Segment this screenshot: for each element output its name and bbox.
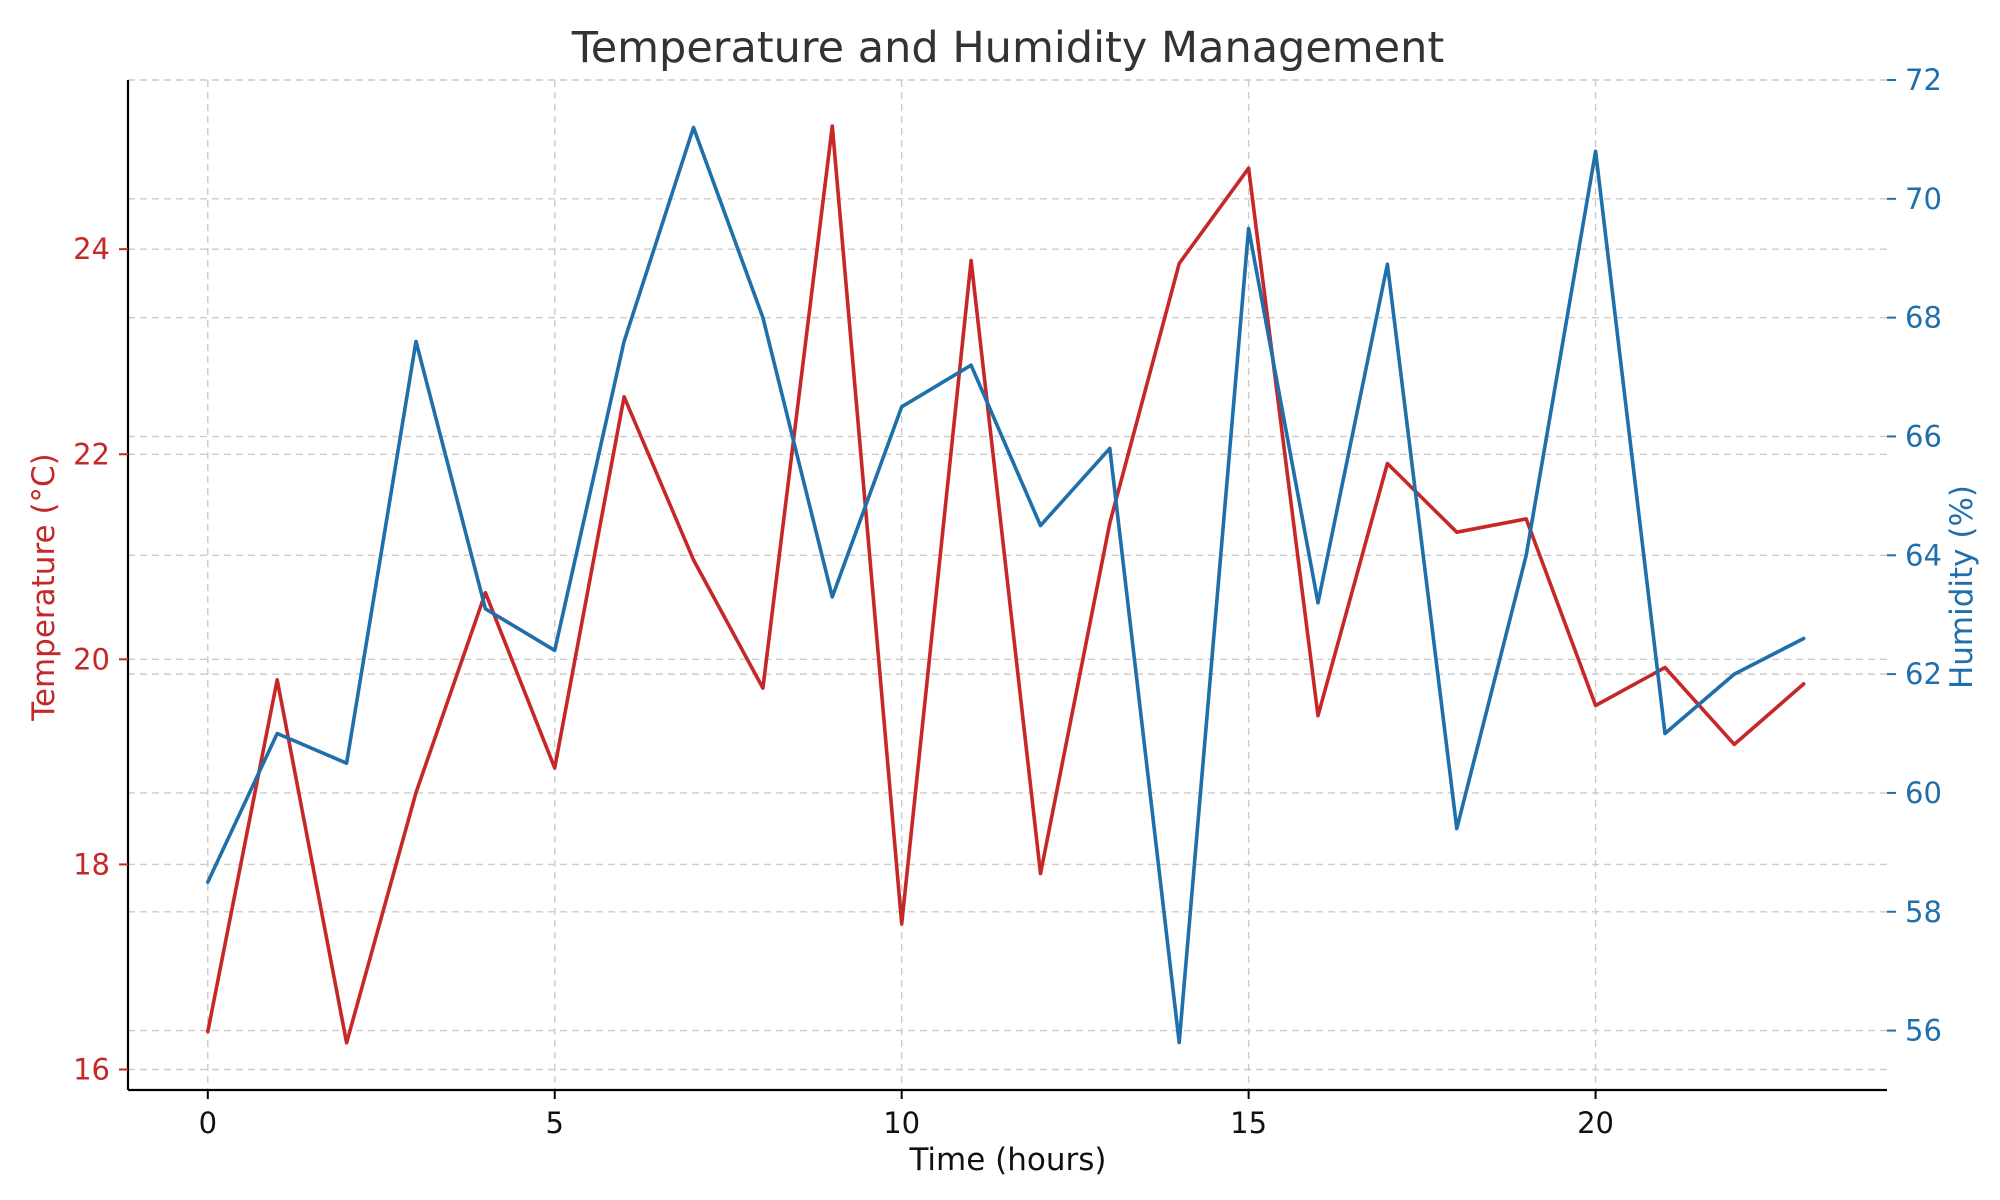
y-right-tick-label: 56 bbox=[1905, 1014, 1942, 1048]
axes bbox=[119, 79, 1896, 1099]
chart-title: Temperature and Humidity Management bbox=[571, 23, 1445, 73]
y-right-tick-label: 70 bbox=[1905, 182, 1942, 216]
x-tick-label: 15 bbox=[1230, 1106, 1267, 1140]
x-tick-label: 10 bbox=[883, 1106, 920, 1140]
y-left-tick-label: 20 bbox=[73, 642, 110, 676]
y-right-tick-label: 66 bbox=[1905, 419, 1942, 453]
x-tick-label: 0 bbox=[199, 1106, 217, 1140]
y-right-tick-label: 72 bbox=[1905, 63, 1942, 97]
y-left-tick-label: 22 bbox=[73, 437, 110, 471]
y-right-tick-label: 60 bbox=[1905, 776, 1942, 810]
grid bbox=[128, 79, 1887, 1090]
y-right-tick-label: 64 bbox=[1905, 538, 1942, 572]
humidity-line bbox=[206, 125, 1806, 1045]
y-left-tick-label: 24 bbox=[73, 232, 110, 266]
tick-labels: 0 5 10 15 20 16 18 20 22 24 56 58 60 62 64 66 68 70 72 bbox=[73, 63, 1942, 1140]
x-tick-label: 5 bbox=[546, 1106, 564, 1140]
x-axis-label: Time (hours) bbox=[908, 1142, 1106, 1178]
y-axis-left-label: Temperature (°C) bbox=[26, 453, 62, 722]
y-right-tick-label: 62 bbox=[1905, 657, 1942, 691]
y-left-tick-label: 16 bbox=[73, 1052, 110, 1086]
y-right-tick-label: 58 bbox=[1905, 895, 1942, 929]
x-tick-label: 20 bbox=[1577, 1106, 1614, 1140]
temperature-line bbox=[206, 124, 1806, 1045]
series-group bbox=[206, 124, 1806, 1045]
y-axis-right-label: Humidity (%) bbox=[1944, 485, 1980, 689]
y-right-tick-label: 68 bbox=[1905, 301, 1942, 335]
y-left-tick-label: 18 bbox=[73, 847, 110, 881]
